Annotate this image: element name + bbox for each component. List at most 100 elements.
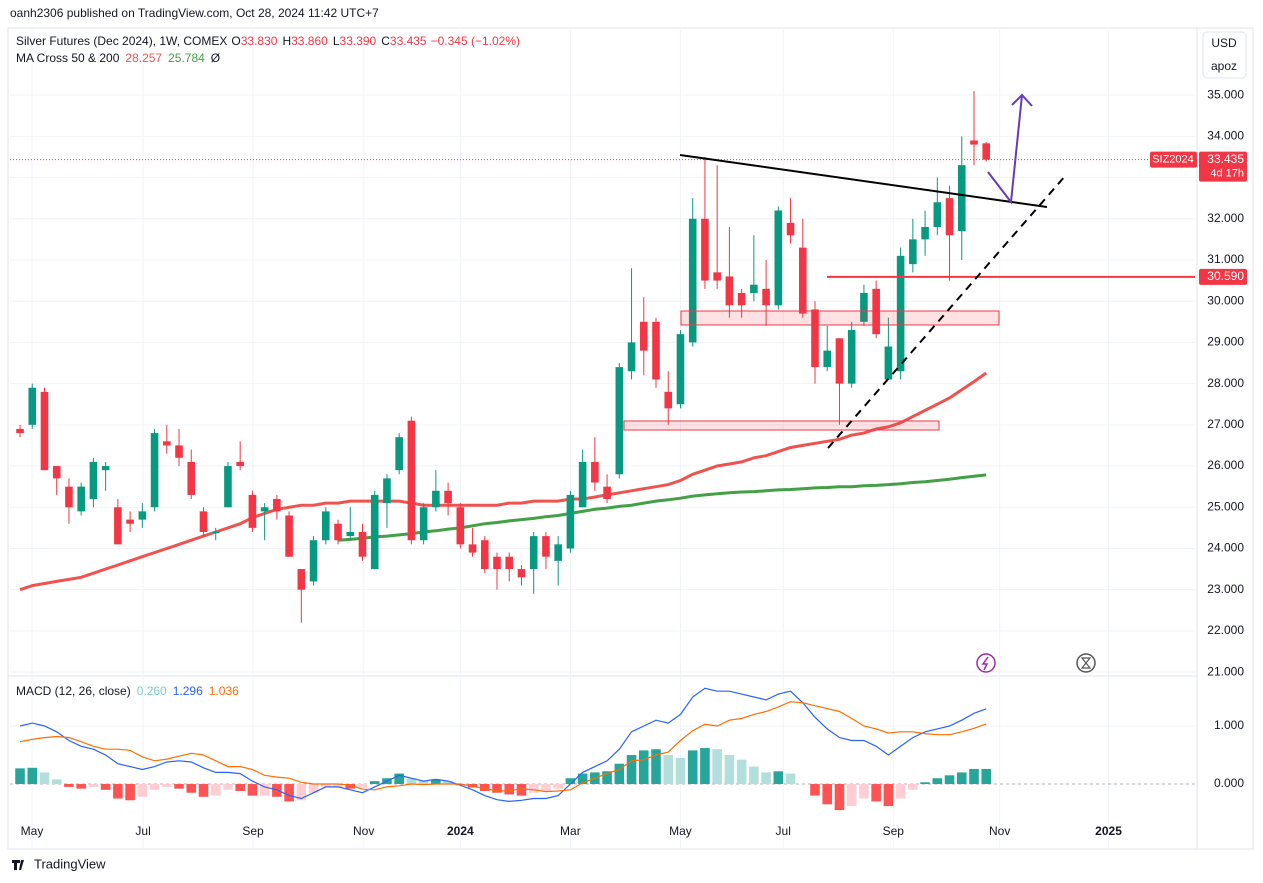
macd-histogram-bar [174,784,184,789]
macd-histogram-bar [247,784,258,796]
macd-histogram-bar [749,766,759,785]
candle-body [468,544,477,553]
macd-legend-value: 1.296 [173,684,203,698]
ohlc-key: O [231,34,240,48]
macd-histogram-bar [956,772,967,785]
macd-histogram-bar [908,784,918,790]
macd-histogram-bar [76,784,86,789]
y-tick-label: 23.000 [1207,582,1244,596]
macd-histogram-bar [443,781,453,785]
macd-histogram-bar [822,784,833,805]
trend-line-dashed [827,174,1067,449]
macd-histogram-bar [541,784,551,791]
macd-tick-label: 1.000 [1214,718,1244,732]
ohlc-value: 33.860 [291,34,328,48]
x-tick-label: Jul [135,824,150,838]
candle-body [566,494,575,549]
x-tick-label: May [669,824,692,838]
icons [976,653,1096,673]
macd-histogram-bar [223,784,233,790]
candle-body [126,519,134,524]
candle-body [346,531,355,537]
candle-body [236,461,244,467]
macd-histogram-bar [479,784,490,791]
candle-body [933,202,942,228]
ohlc-key: C [381,34,390,48]
macd-histogram-bar [125,784,135,801]
macd-histogram-bar [736,759,747,785]
candle-body [52,466,61,479]
candle-body [798,247,807,314]
macd-histogram-bar [773,771,784,785]
ohlc-key: L [333,34,340,48]
candle-body [175,445,183,458]
candle-body [945,198,954,236]
x-tick-label: May [21,824,44,838]
y-tick-label: 32.000 [1207,211,1244,225]
grid [10,30,1195,848]
candle-body [28,387,37,425]
candle-body [884,346,893,380]
x-tick-label: Jul [776,824,791,838]
macd-histogram-bar [565,778,576,785]
macd-histogram-bar [810,784,820,796]
brand: TradingView [34,856,106,871]
macd-histogram-bar [969,768,979,785]
candle-body [16,428,24,434]
candle-body [725,276,734,306]
candle-body [896,255,905,372]
macd-histogram-bar [296,784,307,801]
candle-body [762,288,770,306]
candle-body [909,239,917,265]
macd-title: MACD (12, 26, close) [16,684,131,698]
chart-frame [7,27,1254,850]
price-tag [1199,151,1247,182]
macd-histogram-bar [186,784,197,793]
macd-histogram-bar [431,779,441,785]
zone-box [680,310,1000,326]
candle-body [786,222,795,236]
currency-box[interactable] [1202,31,1247,79]
x-tick-label: Nov [989,824,1010,838]
ma200-value: 25.784 [168,51,205,65]
macd-histogram-bar [577,773,588,785]
macd-histogram-bar [553,784,563,789]
macd-histogram-bar [345,784,356,789]
moving-average [19,371,988,592]
y-tick-label: 24.000 [1207,541,1244,555]
candle-body [114,507,122,545]
candle-body [860,292,868,322]
macd-histogram-bar [602,771,612,785]
symbol-tag [1150,151,1197,168]
event-icon-bolt [981,656,989,671]
candle-body [419,507,428,541]
candle-body [383,478,391,504]
y-tick-label: 34.000 [1207,129,1244,143]
event-icon[interactable] [976,653,996,673]
hourglass-shape [1080,657,1092,669]
macd-histogram-bar [308,784,319,793]
candle-body [273,499,281,512]
candle-body [835,338,844,384]
publisher: oanh2306 published on TradingView.com, O… [10,6,379,20]
trend-line [679,154,1048,208]
candle-body [187,461,196,495]
candle-body [823,350,832,368]
candle-body [627,342,636,372]
macd-histogram-bar [39,772,50,785]
macd-legend-value: 0.260 [137,684,167,698]
candle-body [370,494,379,570]
x-tick-label: Nov [353,824,374,838]
macd-histogram-bar [113,784,123,799]
ma-title: MA Cross 50 & 200 [16,51,120,65]
macd-histogram-bar [687,750,698,785]
candle-body [517,569,526,578]
candle-body [615,367,624,475]
legend: 21.000 22.000 23.000 24.000 25.000 26.000 27.0… [16,34,1247,838]
candle-body [652,321,660,380]
macd-histogram-bar [516,784,527,796]
macd-histogram-bar [846,784,857,807]
hourglass-icon[interactable] [1076,653,1096,673]
candle-body [713,272,721,281]
macd-histogram-bar [626,755,637,785]
